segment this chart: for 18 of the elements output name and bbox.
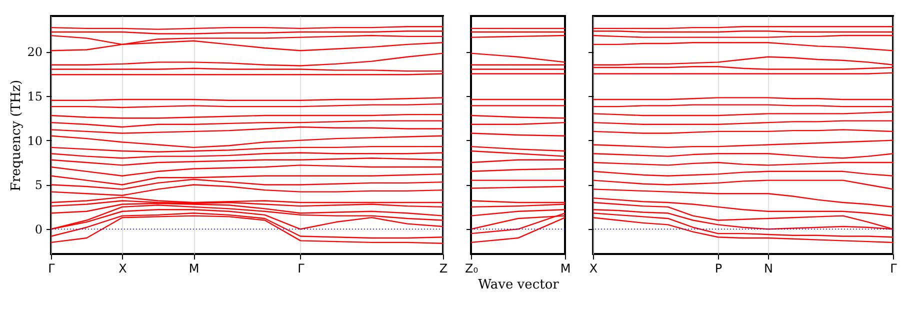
y-tick-label: 15 [27, 89, 42, 104]
x-tick-label: N [764, 262, 773, 276]
x-tick-label: Γ [890, 262, 898, 276]
x-tick-label: Γ [48, 262, 56, 276]
y-tick-label: 10 [27, 134, 42, 148]
x-tick-label: M [560, 262, 571, 276]
x-tick-label: X [118, 262, 127, 276]
x-tick-label: Γ [298, 262, 305, 276]
x-tick-label: M [188, 262, 200, 276]
x-axis-title: Wave vector [478, 278, 560, 292]
x-tick-label: Z [439, 262, 448, 276]
x-tick-label: P [714, 262, 722, 276]
y-tick-label: 20 [27, 45, 42, 60]
x-tick-label: Z₀ [464, 262, 478, 276]
y-tick-label: 0 [34, 222, 42, 237]
x-tick-label: X [589, 262, 598, 276]
y-axis-title: Frequency (THz) [9, 80, 24, 192]
y-tick-label: 5 [34, 178, 42, 192]
